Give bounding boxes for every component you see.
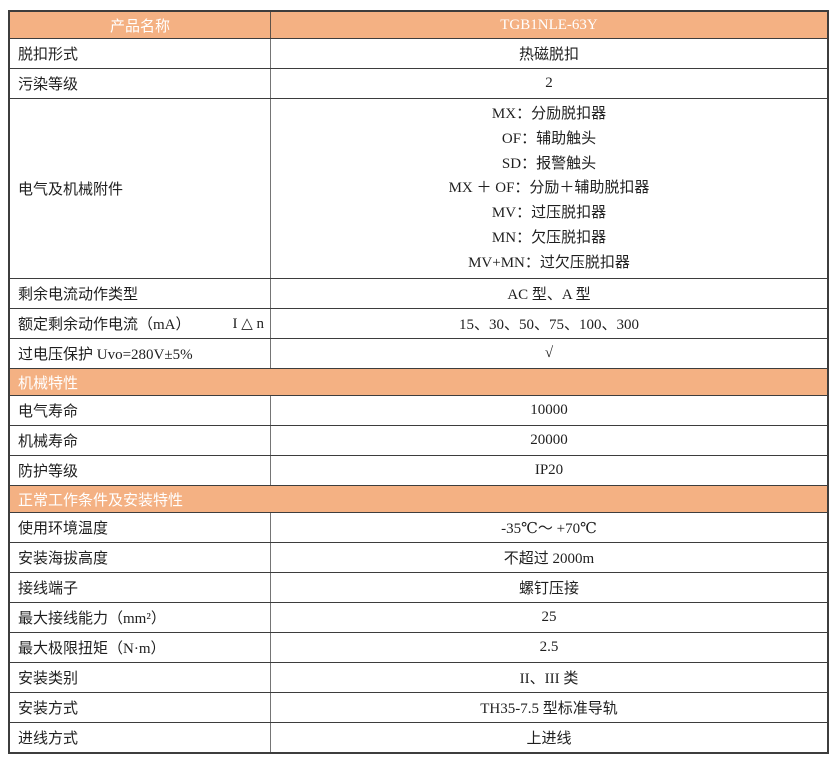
- row-value: IP20: [534, 462, 564, 478]
- row-value: 20000: [530, 432, 568, 448]
- spec-row-terminal: 接线端子 螺钉压接: [10, 573, 827, 603]
- row-value: AC 型、A 型: [507, 287, 591, 303]
- row-label: 使用环境温度: [10, 513, 271, 542]
- accessory-line: MN：欠压脱扣器: [491, 229, 607, 246]
- row-label: 最大极限扭矩（N·m）: [10, 633, 271, 662]
- spec-row-altitude: 安装海拔高度 不超过 2000m: [10, 543, 827, 573]
- accessory-line: MX ＋ OF：分励＋辅助脱扣器: [448, 180, 650, 197]
- row-label: 安装方式: [10, 693, 271, 722]
- row-label: 接线端子: [10, 573, 271, 602]
- row-label: 剩余电流动作类型: [10, 279, 271, 308]
- row-label: 安装海拔高度: [10, 543, 271, 572]
- row-value: 螺钉压接: [518, 581, 579, 597]
- row-label: 进线方式: [10, 723, 271, 752]
- row-value: 上进线: [526, 731, 572, 747]
- row-value: 2: [545, 75, 553, 91]
- spec-row-max-torque: 最大极限扭矩（N·m） 2.5: [10, 633, 827, 663]
- row-label: 脱扣形式: [10, 39, 271, 68]
- spec-row-pollution-degree: 污染等级 2: [10, 69, 827, 99]
- accessory-line: MV+MN：过欠压脱扣器: [468, 254, 630, 271]
- spec-row-residual-current-type: 剩余电流动作类型 AC 型、A 型: [10, 279, 827, 309]
- spec-row-ambient-temperature: 使用环境温度 -35℃～ +70℃: [10, 513, 827, 543]
- spec-row-electrical-life: 电气寿命 10000: [10, 396, 827, 426]
- row-value: 25: [541, 609, 557, 625]
- row-label: 防护等级: [10, 456, 271, 485]
- row-value: √: [544, 345, 554, 361]
- spec-row-rated-residual-current: 额定剩余动作电流（mA） I △ n 15、30、50、75、100、300: [10, 309, 827, 339]
- row-label: 电气寿命: [10, 396, 271, 425]
- row-label: 电气及机械附件: [10, 99, 271, 278]
- row-label: 额定剩余动作电流（mA） I △ n: [10, 309, 271, 338]
- row-value: 15、30、50、75、100、300: [458, 317, 639, 333]
- row-value: II、III 类: [519, 671, 579, 687]
- spec-row-accessories: 电气及机械附件 MX：分励脱扣器 OF：辅助触头 SD：报警触头 MX ＋ OF…: [10, 99, 827, 279]
- accessories-value-list: MX：分励脱扣器 OF：辅助触头 SD：报警触头 MX ＋ OF：分励＋辅助脱扣…: [271, 99, 827, 278]
- row-label: 机械寿命: [10, 426, 271, 455]
- row-label-symbol: I △ n: [232, 316, 264, 332]
- accessory-line: SD：报警触头: [501, 155, 597, 172]
- product-model-header-cell: TGB1NLE-63Y: [500, 16, 598, 33]
- row-value: 10000: [530, 402, 568, 418]
- spec-row-mechanical-life: 机械寿命 20000: [10, 426, 827, 456]
- table-title-row: 产品名称 TGB1NLE-63Y: [10, 12, 827, 39]
- row-value: 2.5: [539, 639, 559, 655]
- row-value: 热磁脱扣: [518, 47, 579, 63]
- row-value: 不超过 2000m: [503, 551, 595, 567]
- accessory-line: MV：过压脱扣器: [491, 205, 607, 222]
- product-name-header-cell: 产品名称: [10, 12, 271, 38]
- row-value: -35℃～ +70℃: [501, 521, 597, 537]
- section-header-mechanical: 机械特性: [10, 369, 827, 396]
- section-header-installation: 正常工作条件及安装特性: [10, 486, 827, 513]
- row-label-text: 额定剩余动作电流（mA）: [18, 317, 191, 333]
- spec-row-installation-category: 安装类别 II、III 类: [10, 663, 827, 693]
- accessory-line: MX：分励脱扣器: [491, 106, 607, 123]
- accessory-line: OF：辅助触头: [501, 131, 597, 148]
- spec-row-overvoltage-protection: 过电压保护 Uvo=280V±5% √: [10, 339, 827, 369]
- spec-row-protection-degree: 防护等级 IP20: [10, 456, 827, 486]
- spec-row-mounting-method: 安装方式 TH35-7.5 型标准导轨: [10, 693, 827, 723]
- row-label: 最大接线能力（mm²）: [10, 603, 271, 632]
- product-spec-table: 产品名称 TGB1NLE-63Y 脱扣形式 热磁脱扣 污染等级 2 电气及机械附…: [8, 10, 829, 754]
- spec-row-max-wiring-capacity: 最大接线能力（mm²） 25: [10, 603, 827, 633]
- row-value: TH35-7.5 型标准导轨: [480, 701, 618, 717]
- row-label: 安装类别: [10, 663, 271, 692]
- spec-row-incoming-line: 进线方式 上进线: [10, 723, 827, 752]
- spec-row-trip-type: 脱扣形式 热磁脱扣: [10, 39, 827, 69]
- row-label: 过电压保护 Uvo=280V±5%: [10, 339, 271, 368]
- row-label: 污染等级: [10, 69, 271, 98]
